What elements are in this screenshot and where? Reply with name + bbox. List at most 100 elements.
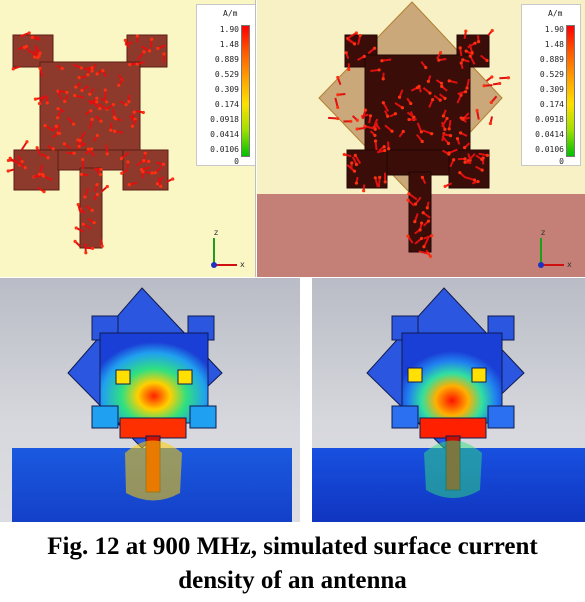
current-arrow-head <box>381 101 385 105</box>
current-arrow-head <box>105 184 109 189</box>
current-arrow-head <box>476 179 480 184</box>
legend-tick: 0.309 <box>214 85 239 94</box>
current-arrows-panel-left: A/m 1.90 1.48 0.889 0.529 0.309 0.174 0.… <box>0 0 256 277</box>
current-arrow-head <box>95 100 99 104</box>
current-arrow-head <box>413 220 417 224</box>
current-arrow-head <box>458 46 462 50</box>
current-arrow-head <box>440 84 444 88</box>
current-arrow-head <box>472 178 477 182</box>
current-arrow-head <box>6 158 11 163</box>
legend-tick: 1.48 <box>219 40 239 49</box>
current-arrow-head <box>464 90 468 94</box>
current-arrow-head <box>409 101 413 106</box>
current-arrow-head <box>347 67 351 72</box>
current-arrow-head <box>354 162 359 167</box>
legend-color-bar <box>566 25 575 157</box>
current-density-plot-left <box>12 287 292 522</box>
current-arrow <box>38 94 46 105</box>
current-arrow-head <box>95 192 99 196</box>
current-arrow-head <box>362 189 366 193</box>
current-arrow <box>416 122 423 133</box>
current-arrow-head <box>135 62 139 66</box>
current-arrow <box>43 175 53 181</box>
current-arrow-head <box>382 145 386 149</box>
current-arrow-field-right <box>328 29 510 258</box>
current-arrow <box>20 141 28 151</box>
current-arrow <box>83 187 90 198</box>
current-arrow-head <box>485 153 490 157</box>
current-arrow-head <box>489 100 493 105</box>
current-arrow-head <box>38 66 42 70</box>
current-arrow-head <box>430 234 434 238</box>
current-arrow-head <box>41 174 46 178</box>
current-arrow-head <box>475 108 479 113</box>
axis-triad-icon <box>538 238 564 268</box>
current-arrow-head <box>424 65 428 70</box>
current-arrow <box>377 177 381 188</box>
current-arrow-head <box>420 139 424 144</box>
current-arrow-head <box>488 121 493 126</box>
legend-tick: 0.529 <box>214 70 239 79</box>
current-arrow-head <box>65 90 69 95</box>
antenna-patch-bottom-right <box>487 405 515 429</box>
current-arrow-head <box>33 55 37 59</box>
current-arrow <box>88 119 93 129</box>
current-arrow-head <box>393 112 397 116</box>
current-arrow-head <box>99 119 103 123</box>
ground-hotspot <box>125 440 182 501</box>
current-arrow-head <box>27 31 31 35</box>
current-arrow-field-left <box>6 31 175 255</box>
antenna-arrow-plot-left <box>6 31 175 255</box>
ground-hotspot <box>424 440 482 498</box>
current-arrow-head <box>354 31 359 35</box>
current-arrow-head <box>37 54 41 58</box>
current-arrow <box>98 103 108 111</box>
antenna-patch-center <box>364 54 471 156</box>
current-arrow-head <box>447 152 451 156</box>
current-arrow-head <box>406 234 410 238</box>
slot-right <box>177 369 193 385</box>
current-arrow-head <box>30 35 35 39</box>
current-arrow-head <box>426 251 430 256</box>
current-arrow <box>137 51 145 61</box>
current-arrow-head <box>90 246 95 251</box>
current-arrow-head <box>57 131 61 135</box>
current-arrow-head <box>406 198 410 202</box>
current-arrow-head <box>461 117 465 121</box>
current-arrow-head <box>171 177 175 181</box>
current-arrow-head <box>86 73 90 77</box>
legend-tick: 0.889 <box>539 55 564 64</box>
current-arrow-head <box>373 133 377 138</box>
current-arrow-head <box>463 157 467 161</box>
current-arrow-head <box>74 85 78 89</box>
current-arrow-head <box>377 68 381 72</box>
current-arrow-head <box>8 156 12 160</box>
current-arrow <box>19 31 30 38</box>
current-arrow-head <box>420 175 424 179</box>
current-arrow-head <box>46 156 50 160</box>
current-arrow-head <box>336 75 340 80</box>
current-arrow-head <box>383 180 387 184</box>
color-legend-left: A/m 1.90 1.48 0.889 0.529 0.309 0.174 0.… <box>196 4 255 166</box>
current-arrow-head <box>401 129 405 134</box>
antenna-feed-line <box>79 167 103 249</box>
current-arrow-head <box>43 123 47 128</box>
current-arrow <box>364 125 375 130</box>
current-arrow-head <box>463 160 467 164</box>
current-arrow-head <box>95 133 99 138</box>
current-arrow <box>382 102 389 112</box>
current-arrow-head <box>480 157 484 161</box>
current-arrow-head <box>72 122 76 126</box>
current-arrow-head <box>159 184 163 188</box>
current-arrow-head <box>397 95 402 99</box>
current-arrow-head <box>120 171 124 175</box>
current-arrow-head <box>127 183 131 187</box>
current-arrow-head <box>88 92 92 96</box>
current-arrow <box>423 237 430 248</box>
current-arrow-head <box>111 102 116 107</box>
axis-label-x: x <box>567 260 572 269</box>
current-arrow-head <box>23 166 27 170</box>
current-arrow-head <box>464 49 468 53</box>
current-arrow-head <box>373 127 377 131</box>
current-arrow-head <box>422 245 426 249</box>
